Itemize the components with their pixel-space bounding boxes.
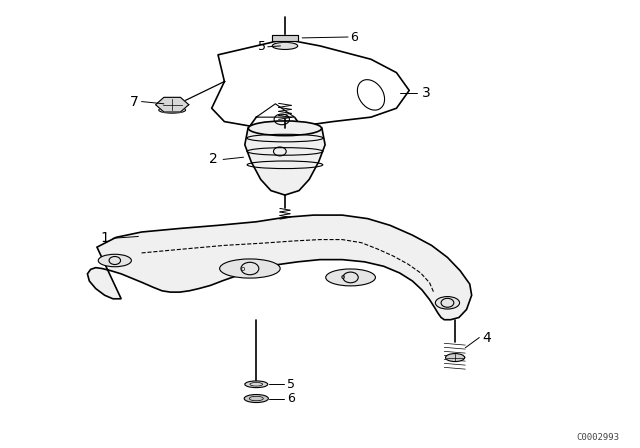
Ellipse shape [220, 259, 280, 278]
Text: 6: 6 [351, 30, 358, 43]
Text: 1: 1 [101, 231, 109, 245]
Ellipse shape [326, 269, 376, 286]
Ellipse shape [244, 395, 268, 403]
Ellipse shape [272, 43, 298, 49]
Text: C0002993: C0002993 [577, 433, 620, 442]
Ellipse shape [435, 297, 460, 309]
Ellipse shape [445, 353, 465, 362]
Text: o: o [240, 266, 244, 271]
Ellipse shape [248, 121, 321, 136]
Polygon shape [256, 104, 294, 117]
Text: 3: 3 [422, 86, 431, 99]
Polygon shape [156, 97, 189, 112]
Ellipse shape [99, 254, 131, 267]
Text: 4: 4 [483, 331, 492, 345]
Text: 7: 7 [130, 95, 138, 108]
Ellipse shape [245, 381, 268, 388]
Polygon shape [88, 215, 472, 320]
Polygon shape [212, 39, 409, 126]
Polygon shape [272, 35, 298, 42]
Text: 2: 2 [209, 152, 218, 167]
Text: 5: 5 [258, 40, 266, 53]
Text: o: o [341, 275, 345, 280]
Text: 6: 6 [287, 392, 295, 405]
Text: 5: 5 [287, 378, 295, 391]
Polygon shape [245, 128, 325, 195]
